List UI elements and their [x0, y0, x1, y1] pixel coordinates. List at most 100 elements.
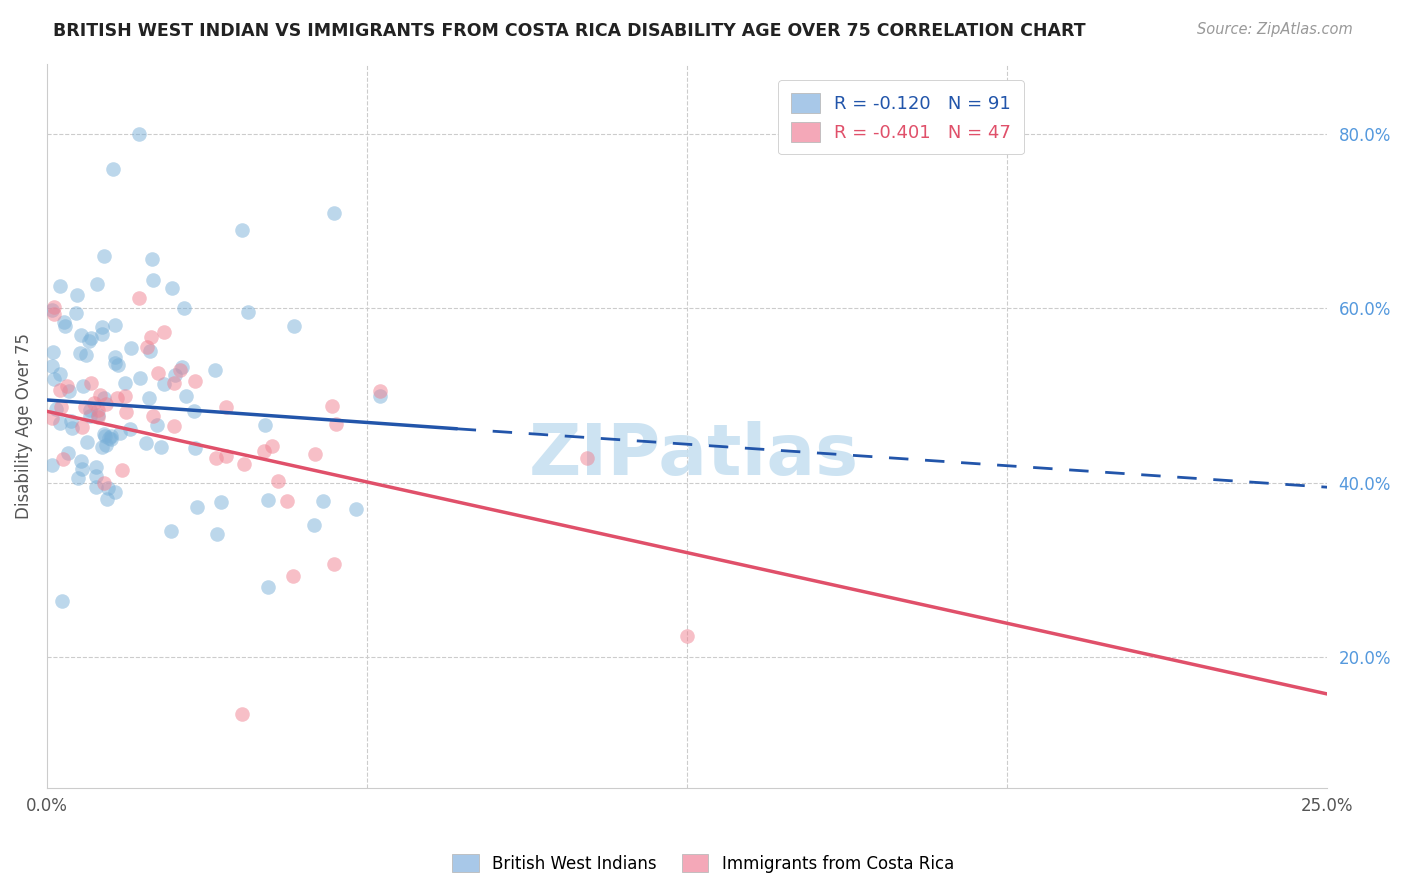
Point	[60, 421, 83, 435]
Text: Source: ZipAtlas.com: Source: ZipAtlas.com	[1197, 22, 1353, 37]
Point	[145, 418, 167, 433]
Point	[215, 449, 238, 463]
Point	[75, 348, 97, 362]
Point	[53, 319, 76, 334]
Point	[103, 161, 125, 176]
Point	[205, 526, 228, 541]
Point	[322, 205, 344, 219]
Point	[148, 366, 170, 380]
Point	[184, 374, 207, 388]
Point	[42, 345, 65, 359]
Point	[141, 409, 163, 423]
Point	[49, 400, 72, 414]
Point	[49, 368, 72, 382]
Point	[104, 350, 127, 364]
Point	[41, 458, 63, 473]
Point	[169, 363, 191, 377]
Point	[96, 397, 118, 411]
Point	[94, 438, 117, 452]
Point	[141, 330, 163, 344]
Point	[236, 305, 259, 319]
Point	[107, 358, 129, 372]
Point	[45, 402, 67, 417]
Point	[257, 580, 280, 594]
Point	[253, 443, 276, 458]
Point	[58, 384, 80, 398]
Point	[52, 452, 75, 467]
Point	[67, 471, 90, 485]
Point	[100, 432, 122, 446]
Point	[184, 441, 207, 455]
Point	[174, 389, 197, 403]
Y-axis label: Disability Age Over 75: Disability Age Over 75	[15, 333, 32, 519]
Point	[79, 376, 101, 390]
Point	[114, 389, 136, 403]
Point	[111, 463, 134, 477]
Point	[186, 500, 208, 515]
Point	[94, 429, 117, 443]
Point	[84, 480, 107, 494]
Point	[41, 410, 63, 425]
Point	[90, 320, 112, 334]
Point	[138, 391, 160, 405]
Point	[170, 360, 193, 375]
Legend: British West Indians, Immigrants from Costa Rica: British West Indians, Immigrants from Co…	[446, 847, 960, 880]
Point	[84, 459, 107, 474]
Point	[97, 481, 120, 495]
Point	[128, 371, 150, 385]
Point	[128, 291, 150, 305]
Point	[86, 402, 108, 417]
Point	[70, 328, 93, 343]
Point	[281, 569, 304, 583]
Point	[80, 331, 103, 345]
Point	[84, 469, 107, 483]
Point	[76, 435, 98, 450]
Point	[163, 368, 186, 382]
Point	[204, 450, 226, 465]
Point	[323, 557, 346, 571]
Point	[142, 273, 165, 287]
Point	[368, 384, 391, 399]
Point	[75, 400, 97, 414]
Point	[93, 391, 115, 405]
Point	[135, 435, 157, 450]
Point	[79, 403, 101, 417]
Point	[104, 356, 127, 370]
Point	[42, 372, 65, 386]
Point	[52, 315, 75, 329]
Point	[676, 628, 699, 642]
Point	[79, 409, 101, 424]
Point	[344, 502, 367, 516]
Point	[91, 441, 114, 455]
Point	[209, 495, 232, 509]
Point	[152, 325, 174, 339]
Point	[98, 430, 121, 444]
Point	[276, 494, 298, 508]
Point	[104, 318, 127, 332]
Point	[56, 379, 79, 393]
Point	[231, 223, 253, 237]
Point	[65, 306, 87, 320]
Point	[160, 524, 183, 538]
Point	[105, 392, 128, 406]
Point	[49, 384, 72, 398]
Point	[66, 288, 89, 302]
Point	[183, 404, 205, 418]
Point	[49, 416, 72, 430]
Point	[51, 593, 73, 607]
Point	[56, 446, 79, 460]
Point	[149, 440, 172, 454]
Point	[104, 484, 127, 499]
Point	[100, 429, 122, 443]
Point	[89, 388, 111, 402]
Point	[115, 405, 138, 419]
Point	[304, 447, 326, 461]
Point	[204, 363, 226, 377]
Point	[267, 474, 290, 488]
Text: ZIPatlas: ZIPatlas	[529, 421, 859, 490]
Point	[72, 420, 94, 434]
Point	[42, 300, 65, 314]
Point	[41, 303, 63, 318]
Point	[60, 414, 83, 428]
Point	[304, 517, 326, 532]
